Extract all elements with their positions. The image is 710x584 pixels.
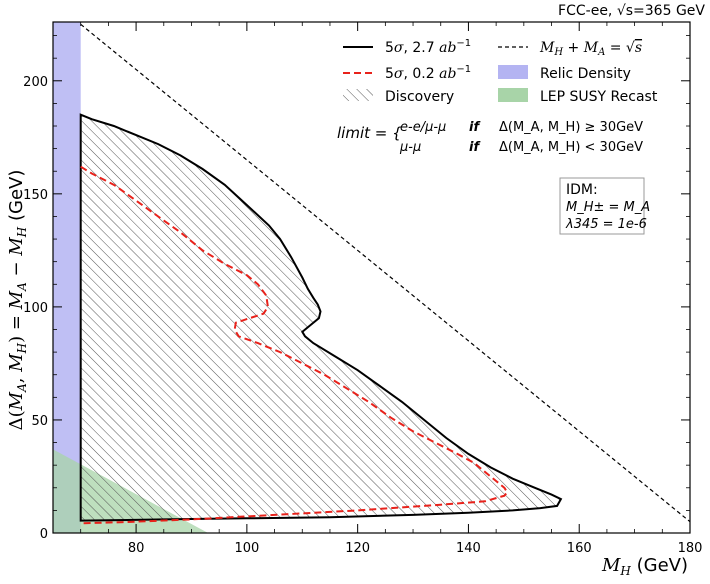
y-tick-label: 0 [40, 527, 48, 542]
limit-row-1-if: if [469, 120, 481, 135]
curve-0p2-ab [80, 165, 509, 525]
legend-label-lep: LEP SUSY Recast [540, 89, 658, 105]
x-tick-label: 180 [678, 541, 703, 556]
legend-swatch-relic [498, 65, 528, 79]
limit-row-1-condition: Δ(M_A, M_H) ≥ 30GeV [499, 120, 643, 135]
discovery-region [80, 114, 561, 521]
x-tick-label: 100 [234, 541, 259, 556]
legend-label-discovery: Discovery [385, 89, 454, 105]
y-tick-label: 150 [23, 188, 48, 203]
legend-label-2p7: 5σ, 2.7 ab−1 [385, 38, 471, 56]
limit-prefix: limit = { [337, 124, 402, 142]
kinematic-limit-line [80, 23, 690, 523]
limit-row-2-if: if [469, 140, 481, 155]
chart-header: FCC-ee, √s=365 GeV [558, 3, 705, 19]
relic-density-region [53, 22, 81, 533]
limit-row-1-channel: e-e/μ-μ [400, 120, 446, 135]
limit-row-2-condition: Δ(M_A, M_H) < 30GeV [499, 140, 643, 155]
x-tick-label: 140 [456, 541, 481, 556]
y-tick-label: 50 [31, 414, 48, 429]
x-tick-label: 80 [128, 541, 145, 556]
y-axis-label: Δ(MA, MH) = MA − MH (GeV) [6, 170, 29, 431]
model-box-line-1: M_H± = M_A [566, 200, 650, 215]
legend-label-0p2: 5σ, 0.2 ab−1 [385, 64, 471, 82]
x-tick-label: 120 [345, 541, 370, 556]
legend-swatch-hatch [343, 89, 373, 101]
model-box-frame [559, 177, 645, 235]
model-box: IDM: M_H± = M_A λ345 = 1e-6 [559, 177, 650, 235]
legend: 5σ, 2.7 ab−1 5σ, 0.2 ab−1 Discovery MH +… [343, 38, 658, 105]
curve-2p7-ab [79, 113, 563, 522]
plot-frame [52, 21, 691, 534]
legend-swatch-lep [498, 88, 528, 102]
legend-label-kinematic: MH + MA = √s [539, 40, 642, 58]
legend-label-relic: Relic Density [540, 66, 631, 82]
limit-annotation: limit = { e-e/μ-μ if Δ(M_A, M_H) ≥ 30GeV… [337, 120, 643, 155]
model-box-line-2: λ345 = 1e-6 [565, 217, 647, 232]
model-box-title: IDM: [566, 182, 598, 198]
x-axis-label: MH (GeV) [601, 555, 688, 578]
limit-row-2-channel: μ-μ [399, 140, 421, 155]
y-tick-label: 200 [23, 75, 48, 90]
x-tick-label: 160 [567, 541, 592, 556]
y-tick-label: 100 [23, 301, 48, 316]
